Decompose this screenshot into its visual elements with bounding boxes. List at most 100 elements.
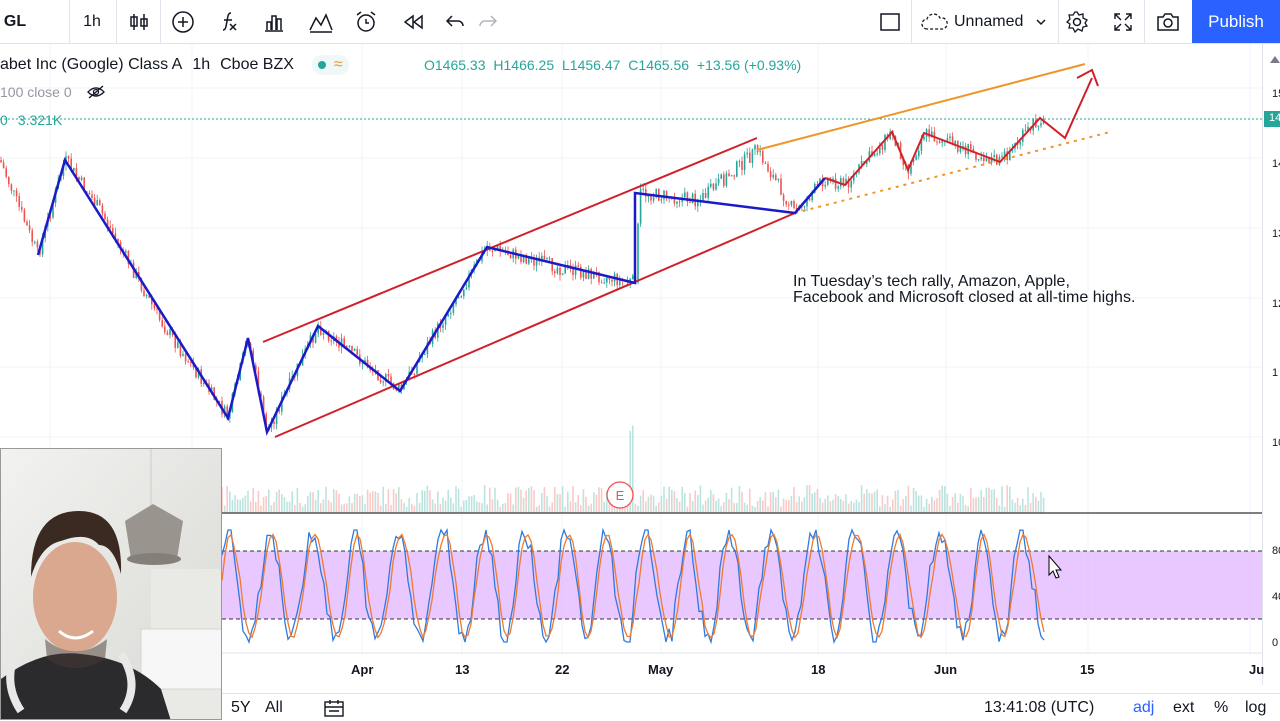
ma-legend[interactable]: 100 close 0 [0,84,72,100]
symbol-search-button[interactable]: GL [0,0,30,43]
candle-body [928,129,930,138]
candle-body [790,200,793,205]
candle-body [564,265,566,274]
volume-legend[interactable]: 0 3.321K [0,112,62,128]
replay-button[interactable] [398,0,428,43]
candle-body [278,409,280,412]
candle-body [385,374,387,382]
volume-bar [491,499,494,513]
candle-body [964,145,967,155]
price-label: 13 [1272,228,1280,240]
volume-bar [1019,505,1021,513]
templates-button[interactable] [306,0,336,43]
toolbar-divider [911,0,912,43]
save-layout-button[interactable]: Unnamed [920,0,1056,43]
stoch-k-line [221,527,1045,645]
volume-bar [226,486,228,513]
volume-bar [749,488,751,513]
volume-bar [790,495,793,513]
candle-body [320,326,322,335]
volume-bar [403,503,405,513]
volume-bar [390,504,392,513]
candle-body [452,304,455,313]
eye-hidden-icon[interactable] [86,84,106,100]
candle-body [88,192,91,195]
volume-bar [535,506,538,513]
volume-bar [530,486,533,513]
candle-body [36,241,39,248]
redo-button[interactable] [473,0,503,43]
orange-trend-line[interactable] [756,63,1086,151]
adj-toggle[interactable]: adj [1133,694,1154,721]
candle-body [67,156,70,159]
earnings-marker[interactable] [606,481,634,509]
gear-icon [1065,10,1089,33]
layout-select-button[interactable] [876,0,904,43]
volume-bar [884,503,886,513]
volume-bar [816,489,819,513]
candle-body [70,158,72,172]
volume-bar [697,495,699,513]
scale-scroll-up-icon[interactable] [1270,56,1280,63]
volume-bar [741,491,743,513]
forecast-arrow-head[interactable] [1076,68,1099,87]
candle-body [41,237,44,255]
candle-body [803,206,806,208]
snapshot-button[interactable] [1153,0,1183,43]
volume-bar [398,487,400,513]
fullscreen-button[interactable] [1108,0,1138,43]
elliott-wave-line[interactable] [36,156,826,436]
stoch-scale-label: 40 [1272,591,1280,603]
settings-button[interactable] [1062,0,1092,43]
volume-bar [853,502,855,513]
ext-toggle[interactable]: ext [1173,694,1194,721]
market-status-badge[interactable]: ≈ [311,55,349,75]
interval-button[interactable]: 1h [72,0,112,43]
channel-upper-line[interactable] [262,137,758,343]
volume-bar [294,504,296,513]
volume-bar [528,487,530,513]
price-label: 15 [1272,88,1280,100]
log-toggle[interactable]: log [1245,694,1266,721]
orange-dotted-support[interactable] [794,131,1111,214]
red-wave-line[interactable] [824,77,1093,187]
candle-body [62,165,65,176]
indicators-button[interactable] [214,0,244,43]
volume-bar [876,489,878,513]
go-to-date-button[interactable] [323,694,345,721]
financials-button[interactable] [259,0,289,43]
price-scale[interactable] [1262,44,1280,685]
ext-label: ext [1173,698,1195,716]
volume-bar [273,501,275,513]
undo-button[interactable] [440,0,470,43]
channel-lower-line[interactable] [274,212,796,438]
candle-body [702,193,704,201]
clock-display[interactable]: 13:41:08 (UTC) [984,694,1094,721]
main-chart[interactable]: E [0,44,1262,685]
volume-bar [421,490,423,513]
volume-bar [840,498,842,513]
candle-body [593,271,595,279]
candle-body [1003,151,1006,157]
range-all-button[interactable]: All [265,694,283,721]
volume-bar [322,499,325,513]
candle-body [109,226,111,229]
symbol-legend[interactable]: abet Inc (Google) Class A 1h Cboe BZX ≈ [0,54,349,76]
volume-bar [782,498,785,513]
candle-body [850,180,852,188]
percent-toggle[interactable]: % [1214,694,1228,721]
chart-text-annotation[interactable]: In Tuesday’s tech rally, Amazon, Apple, … [793,273,1136,306]
chart-type-button[interactable] [124,0,154,43]
range-5y-button[interactable]: 5Y [231,694,251,721]
volume-bar [871,493,873,513]
volume-bar [567,491,569,513]
volume-bar [413,505,416,513]
alert-button[interactable] [351,0,381,43]
candle-body [23,209,26,222]
volume-bar [262,497,265,513]
compare-button[interactable] [168,0,198,43]
candle-body [733,175,735,177]
drawings-layer[interactable] [36,63,1111,438]
candle-body [983,157,985,161]
publish-button[interactable]: Publish [1192,0,1280,43]
